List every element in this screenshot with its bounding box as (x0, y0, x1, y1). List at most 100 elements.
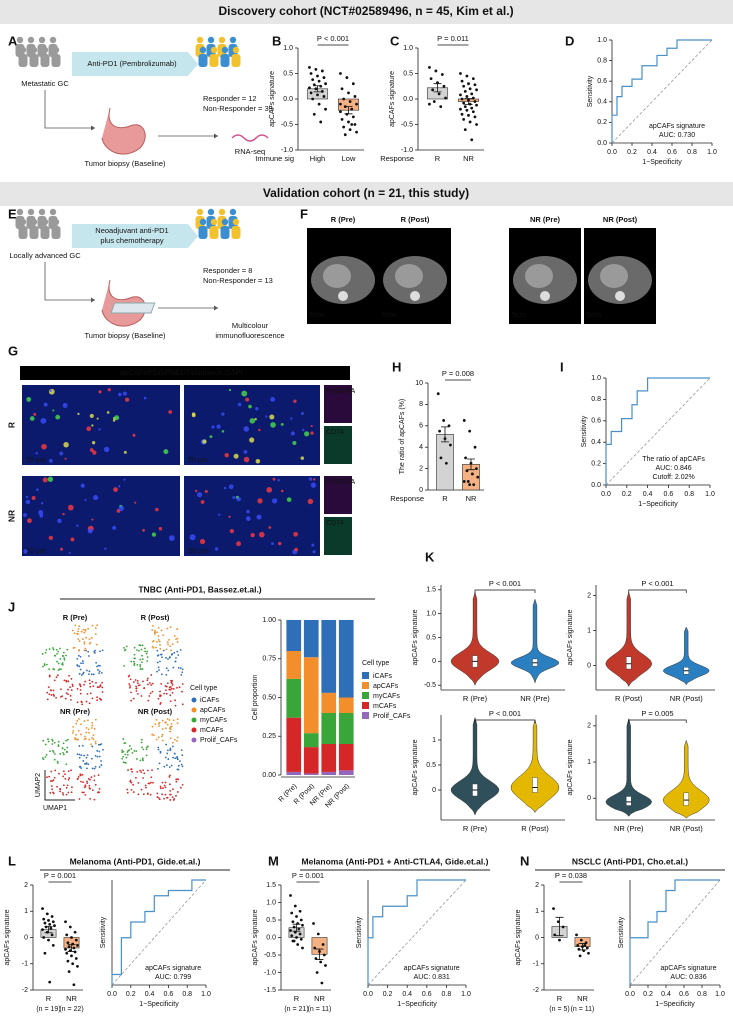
umap-point (136, 693, 139, 695)
panel-letter: I (560, 359, 564, 374)
umap-point (90, 727, 93, 729)
umap-point (64, 773, 66, 776)
y-axis-label: apCAFs signature (412, 739, 419, 795)
data-point (577, 947, 581, 951)
umap-point (84, 628, 87, 631)
umap-point (48, 675, 51, 678)
umap-point (88, 638, 91, 641)
violin (510, 719, 560, 813)
umap-point (96, 696, 99, 699)
umap-point (159, 787, 162, 790)
umap-point (66, 784, 69, 787)
y-axis-label: apCAFs signature (269, 71, 276, 127)
umap-point (141, 668, 144, 670)
y-tick-label: 1.0 (283, 45, 293, 52)
data-point (290, 911, 294, 915)
umap-point (161, 739, 164, 742)
umap-point (176, 758, 179, 761)
data-point (321, 943, 325, 946)
cell (48, 388, 55, 395)
umap-point (169, 747, 172, 750)
umap-point (163, 692, 166, 695)
umap-point (171, 691, 174, 694)
umap-point (135, 776, 137, 779)
cell (118, 505, 124, 512)
y-tick-label: 1 (587, 759, 591, 766)
cell (59, 451, 64, 456)
data-point (470, 106, 474, 110)
umap-point (67, 778, 70, 781)
data-point (312, 922, 315, 925)
annotation: Cutoff: 2.02% (652, 474, 694, 481)
x-tick-label: 0.8 (687, 149, 697, 156)
umap-point (135, 690, 138, 692)
channel-label: PDGFRA (326, 479, 356, 486)
label: Multicolour (232, 321, 269, 330)
y-tick-label: 0.5 (403, 70, 413, 77)
data-point (462, 480, 466, 483)
data-point (314, 68, 318, 71)
umap-point (54, 769, 57, 772)
umap-point (92, 738, 95, 741)
legend-swatch (191, 697, 197, 703)
umap-point (90, 743, 93, 746)
umap-point (76, 720, 79, 722)
bar-segment (338, 620, 354, 698)
umap-point (175, 780, 178, 783)
umap-point (165, 689, 167, 692)
cell (168, 535, 175, 541)
umap-point (124, 753, 127, 756)
cell (68, 504, 74, 511)
x-tick-label: NR (Pre) (614, 824, 644, 833)
data-point (311, 78, 315, 82)
cell (112, 419, 116, 422)
umap-point (101, 681, 103, 684)
x-tick-label: NR (314, 994, 325, 1003)
cell (209, 435, 213, 439)
data-point (299, 918, 303, 922)
cell (257, 498, 263, 504)
person-icon (209, 226, 219, 239)
umap-point (157, 697, 160, 700)
y-axis-label: apCAFs signature (4, 909, 11, 965)
legend-title: Cell type (362, 660, 389, 667)
umap-point (141, 746, 143, 749)
y-tick-label: 1 (535, 908, 539, 915)
umap-point (51, 788, 54, 791)
x-axis-label: 1−Specificity (655, 1001, 695, 1008)
data-point (295, 936, 298, 939)
y-tick-label: 0.8 (597, 57, 607, 64)
umap-point (80, 662, 82, 665)
data-point (439, 105, 443, 109)
panel-letter: G (8, 343, 18, 358)
y-tick-label: 0 (535, 934, 539, 941)
umap-point (152, 781, 154, 784)
cell (132, 433, 136, 437)
umap-point (79, 723, 82, 726)
data-point (313, 946, 317, 950)
umap-point (80, 780, 82, 783)
umap-point (172, 788, 174, 791)
y-tick-label: 1.0 (403, 45, 413, 52)
y-axis-label: Sensitivity (581, 415, 588, 447)
data-point (347, 91, 350, 95)
cell (113, 487, 118, 492)
umap-point (160, 682, 163, 685)
data-point (429, 77, 433, 80)
cell (158, 527, 163, 531)
umap-point (46, 776, 48, 779)
umap-point (145, 754, 148, 757)
roc-curve (367, 879, 466, 985)
umap-point (84, 793, 87, 796)
data-point (292, 939, 296, 943)
umap-point (62, 752, 64, 754)
cell (236, 496, 241, 502)
cell (293, 531, 298, 537)
y-tick-label: 2 (419, 465, 423, 472)
umap-point (59, 658, 62, 660)
umap-point (86, 693, 89, 695)
umap-point (51, 780, 54, 782)
panel-letter: E (8, 206, 17, 221)
x-tick-label: 0.4 (647, 149, 657, 156)
cell (204, 489, 208, 493)
